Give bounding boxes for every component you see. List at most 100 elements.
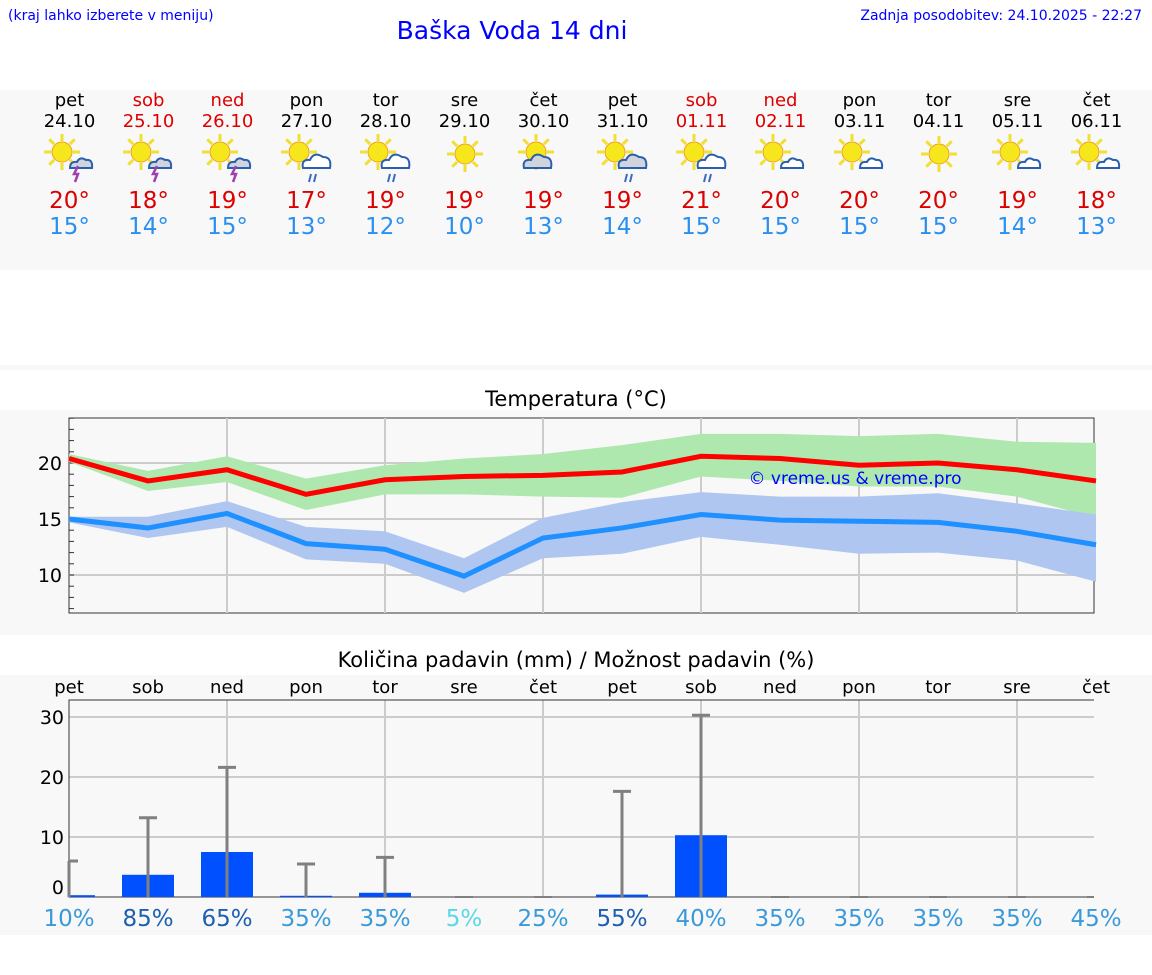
precip-probability: 10% [43,906,94,932]
min-temp-band [69,492,1096,593]
max-temp: 20° [918,188,959,214]
x-category-label: sob [132,677,164,698]
sun-icon [899,132,978,184]
sun-grey-cloud-icon [504,132,583,184]
min-temp: 15° [681,214,722,240]
day-name: ned [210,90,245,111]
day-name: ned [763,90,798,111]
precipitation-chart-title: Količina padavin (mm) / Možnost padavin … [337,648,815,672]
day-column: pet 24.10 20° 15° [30,90,109,240]
max-temp: 19° [997,188,1038,214]
max-temp: 19° [207,188,248,214]
min-temp: 13° [523,214,564,240]
precip-bar [69,895,95,897]
sun-thunderstorm-icon [30,132,109,184]
day-date: 25.10 [122,111,175,132]
min-temp: 10° [444,214,485,240]
y-tick-label: 20 [40,767,64,789]
min-temp-line [68,510,1097,579]
day-date: 02.11 [754,111,807,132]
day-name: pet [54,90,85,111]
last-updated: Zadnja posodobitev: 24.10.2025 - 22:27 [860,8,1142,24]
day-date: 04.11 [912,111,965,132]
day-name: tor [925,90,952,111]
y-tick-label: 10 [40,827,64,849]
min-temp: 15° [207,214,248,240]
max-temp: 20° [839,188,880,214]
watermark: © vreme.us & vreme.pro [748,469,961,489]
x-category-label: čet [1082,677,1110,698]
x-category-label: ned [763,677,797,698]
sun-small-cloud-icon [820,132,899,184]
day-date: 30.10 [517,111,570,132]
x-category-label: pon [842,677,876,698]
precip-probability: 45% [1070,906,1121,932]
precip-probability: 5% [446,906,483,932]
day-date: 24.10 [43,111,96,132]
min-temp: 15° [918,214,959,240]
y-tick-label: 0 [52,877,64,899]
max-temp: 19° [602,188,643,214]
sun-cloud-rain-icon [267,132,346,184]
day-date: 29.10 [438,111,491,132]
x-category-label: ned [210,677,244,698]
day-name: pon [842,90,877,111]
temperature-chart-title: Temperatura (°C) [485,387,667,411]
day-name: pet [607,90,638,111]
day-column: sre 29.10 19° 10° [425,90,504,240]
min-temp: 15° [760,214,801,240]
sun-icon [425,132,504,184]
precip-probability: 35% [359,906,410,932]
x-category-label: pon [289,677,323,698]
day-column: sob 25.10 18° 14° [109,90,188,240]
precip-probability: 55% [596,906,647,932]
day-column: ned 26.10 19° 15° [188,90,267,240]
x-category-label: sob [685,677,717,698]
max-temp: 19° [365,188,406,214]
day-date: 28.10 [359,111,412,132]
x-category-label: tor [925,677,951,698]
min-temp: 14° [602,214,643,240]
max-temp: 17° [286,188,327,214]
day-column: pet 31.10 19° 14° [583,90,662,240]
sun-cloud-rain-icon [346,132,425,184]
max-temp: 21° [681,188,722,214]
x-category-label: čet [529,677,557,698]
sun-small-cloud-icon [978,132,1057,184]
day-name: sob [132,90,165,111]
divider [0,365,1152,370]
x-category-label: pet [607,677,637,698]
x-category-label: pet [54,677,84,698]
day-name: čet [529,90,558,111]
day-name: tor [372,90,399,111]
min-temp: 13° [286,214,327,240]
max-temp: 19° [523,188,564,214]
x-category-label: tor [372,677,398,698]
day-column: čet 06.11 18° 13° [1057,90,1136,240]
daily-forecast-strip: pet 24.10 20° 15° sob 25.10 18° 14° ned 26… [0,90,1152,270]
day-date: 05.11 [991,111,1044,132]
y-tick-label: 15 [38,509,62,531]
day-column: sob 01.11 21° 15° [662,90,741,240]
page-title: Baška Voda 14 dni [396,16,628,45]
sun-small-cloud-icon [1057,132,1136,184]
day-name: pon [289,90,324,111]
sun-cloud-rain-icon [662,132,741,184]
day-column: tor 28.10 19° 12° [346,90,425,240]
x-category-label: sre [450,677,477,698]
day-date: 31.10 [596,111,649,132]
day-column: čet 30.10 19° 13° [504,90,583,240]
sun-grey-cloud-rain-icon [583,132,662,184]
max-temp: 20° [49,188,90,214]
min-temp: 15° [839,214,880,240]
day-name: sre [1003,90,1032,111]
day-column: pon 03.11 20° 15° [820,90,899,240]
y-tick-label: 20 [38,453,62,475]
day-date: 01.11 [675,111,728,132]
day-name: čet [1082,90,1111,111]
max-temp: 19° [444,188,485,214]
precip-probability: 40% [675,906,726,932]
day-column: ned 02.11 20° 15° [741,90,820,240]
precip-probability: 85% [122,906,173,932]
